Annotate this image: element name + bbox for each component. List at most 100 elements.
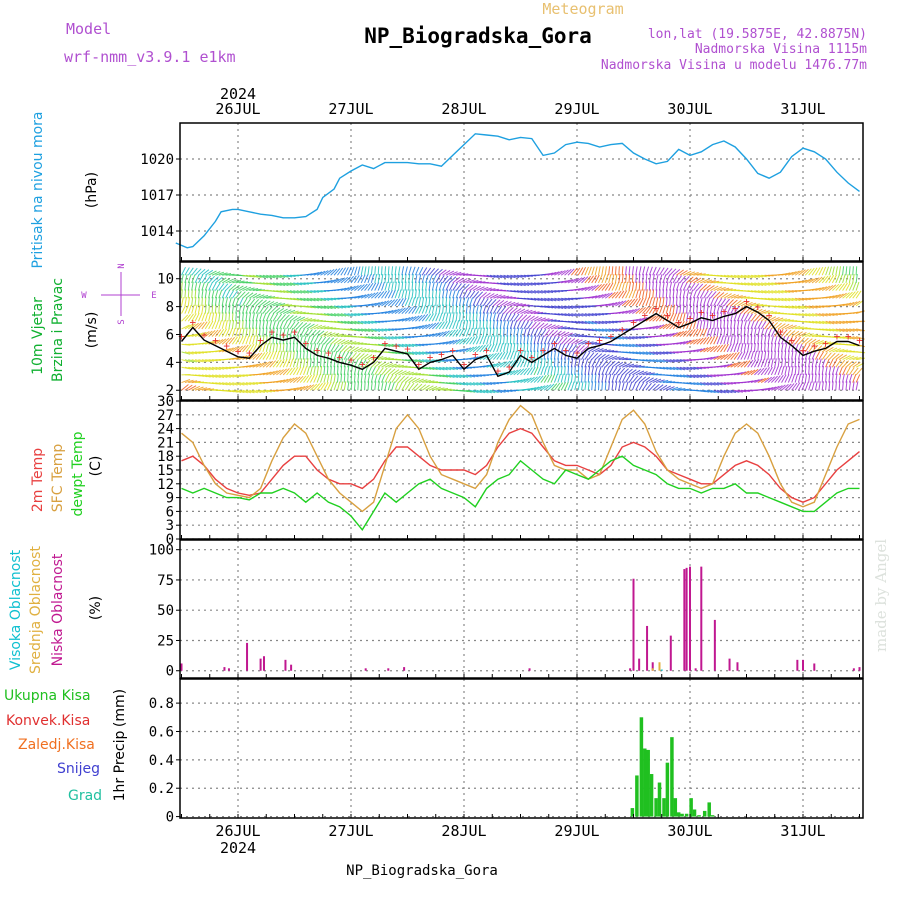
panel-frame: [179, 678, 864, 819]
wind-barb: [618, 281, 623, 291]
compass-east: E: [151, 291, 156, 301]
wind-barb: [211, 374, 221, 378]
wind-barb: [781, 305, 791, 309]
day-labels-bottom: 26JUL 27JUL 28JUL 29JUL 30JUL 31JUL: [215, 822, 825, 840]
wind-barb: [204, 296, 207, 306]
wind-barb: [530, 316, 539, 322]
wind-barb: [537, 385, 546, 391]
wind-barb: [404, 273, 407, 283]
wind-barb: [364, 373, 367, 383]
gust-marker: +: [235, 345, 242, 358]
wind-barb: [299, 366, 305, 376]
wind-barb: [648, 305, 655, 314]
wind-barb: [496, 335, 499, 345]
wind-barb: [536, 335, 541, 345]
wind-barb: [320, 343, 324, 353]
wind-barb: [658, 296, 662, 306]
wind-barb: [208, 304, 210, 314]
wind-barb: [770, 366, 776, 376]
wind-barb: [323, 269, 332, 276]
wind-barb: [655, 296, 659, 307]
wind-barb: [669, 281, 673, 291]
wind-barb: [726, 335, 730, 345]
wind-barb: [567, 313, 577, 317]
wind-barb: [771, 322, 779, 330]
wind-barb: [344, 286, 353, 292]
wind-barb: [635, 317, 645, 322]
wind-barb: [374, 361, 383, 368]
wind-barb: [537, 297, 547, 302]
wind-barb: [818, 381, 821, 391]
wind-barb: [584, 381, 587, 391]
wind-barb: [716, 389, 726, 394]
wind-barb: [211, 296, 214, 306]
wind-barb: [648, 289, 651, 299]
wind-barb: [747, 379, 757, 384]
wind-barb: [679, 275, 686, 284]
wind-barb: [272, 335, 275, 345]
wind-barb: [625, 266, 627, 276]
wind-barb: [221, 283, 229, 291]
wind-barb: [496, 274, 506, 279]
wind-barb: [726, 343, 732, 353]
wind-barb: [208, 359, 218, 362]
wind-barb: [211, 366, 221, 371]
gust-marker: +: [382, 337, 389, 350]
wind-barb: [398, 298, 404, 307]
wind-barb: [645, 377, 654, 384]
wind-barb: [228, 284, 237, 291]
wind-barb: [364, 320, 374, 324]
wind-barb: [693, 382, 703, 386]
wind-barb: [370, 274, 375, 284]
wind-barb: [598, 283, 605, 291]
wind-barb: [428, 351, 438, 354]
wind-barb: [316, 330, 325, 337]
wind-barb: [730, 352, 737, 360]
wind-barb: [259, 305, 265, 314]
wind-barb: [655, 281, 658, 291]
wind-barb: [750, 342, 753, 352]
wind-barb: [371, 336, 381, 340]
wind-barb: [286, 320, 292, 330]
wind-barb: [438, 275, 445, 284]
wind-barb: [784, 271, 794, 276]
wind-barb: [340, 267, 347, 276]
wind-barb: [693, 272, 703, 276]
wind-barb: [848, 373, 853, 383]
wind-barb: [205, 374, 215, 378]
wind-barb: [472, 319, 475, 329]
wind-barb: [767, 386, 777, 391]
bar: [702, 810, 707, 817]
wind-barb: [225, 328, 230, 337]
wind-barb: [492, 352, 500, 360]
wind-barb: [598, 320, 608, 325]
wind-barb: [754, 290, 764, 294]
wind-barb: [472, 374, 482, 377]
gust-marker: +: [302, 337, 309, 350]
wind-barb: [313, 305, 323, 309]
wind-barb: [526, 376, 535, 383]
wind-barb: [692, 283, 700, 291]
precip-ylabel: 1hr Precip: [112, 731, 128, 802]
wind-barb: [743, 313, 750, 322]
wind-barb: [476, 389, 486, 394]
wind-barb: [662, 281, 665, 291]
wind-barb: [526, 367, 533, 376]
wind-barb: [835, 293, 844, 299]
wind-barb: [347, 328, 357, 332]
wind-barb: [337, 334, 347, 338]
wind-barb: [438, 330, 447, 337]
meteogram-label: Meteogram: [542, 0, 623, 18]
wind-barb: [835, 348, 845, 353]
wind-barb: [544, 318, 554, 322]
wind-barb: [425, 351, 435, 355]
wind-barb: [642, 266, 646, 276]
wind-barb: [761, 282, 771, 286]
wind-barb: [465, 304, 468, 314]
wind-barb: [208, 312, 212, 322]
wind-barb: [594, 381, 597, 391]
wind-barb: [601, 366, 606, 376]
wind-barb: [330, 332, 340, 338]
wind-barb: [533, 282, 543, 286]
wind-barb: [656, 366, 665, 370]
